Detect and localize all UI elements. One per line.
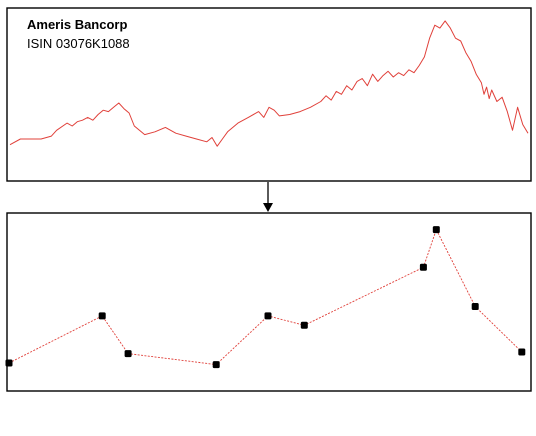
price-series-line [9,20,529,147]
bottom-panel-frame [6,212,532,392]
pivot-point-4 [212,361,220,369]
pivot-point-8 [432,226,440,234]
pivot-series-line [8,228,523,366]
company-name: Ameris Bancorp [27,17,128,32]
pivot-point-3 [124,350,132,358]
pivot-point-1 [5,359,13,367]
pivot-point-6 [300,321,308,329]
pivot-point-9 [471,303,479,310]
top-panel-frame [6,7,532,182]
pivot-point-2 [98,312,106,320]
isin-label: ISIN 03076K1088 [27,36,130,51]
pivot-points [5,226,526,369]
pivot-point-10 [518,348,526,356]
pivot-point-7 [419,263,427,271]
transform-arrow-head [263,203,273,212]
pivot-point-5 [264,312,272,320]
